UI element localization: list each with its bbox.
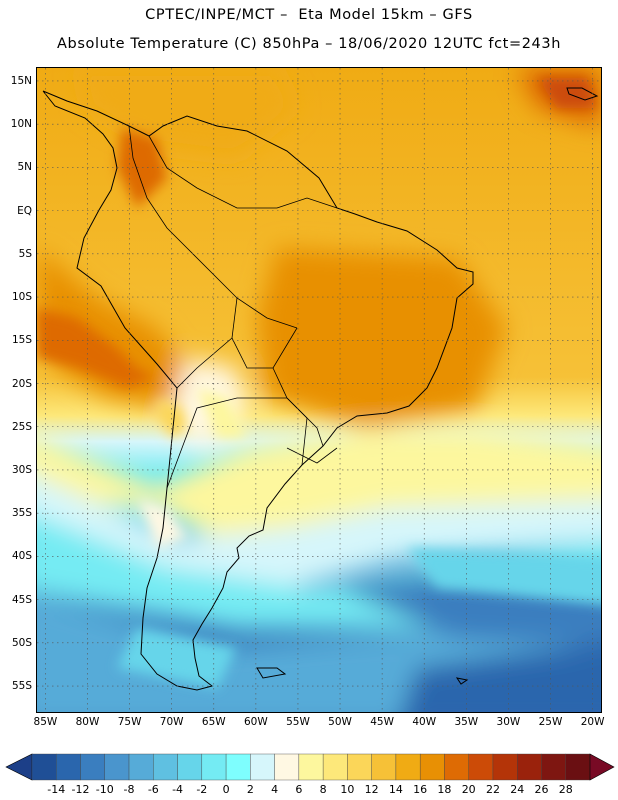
colorbar-segment xyxy=(419,753,445,781)
colorbar-segment xyxy=(177,753,203,781)
colorbar-tick-label: 0 xyxy=(222,783,230,796)
country-borders xyxy=(128,125,338,489)
colorbar-segment xyxy=(201,753,227,781)
colorbar-tick-label: 6 xyxy=(295,783,303,796)
lat-tick-label: 15S xyxy=(11,334,32,347)
colorbar-under-triangle xyxy=(5,753,33,781)
colorbar-tick-label: -2 xyxy=(196,783,208,796)
lat-tick-label: 5S xyxy=(18,247,32,260)
colorbar-tick-label: 18 xyxy=(437,783,452,796)
colorbar-segment xyxy=(492,753,518,781)
colorbar-tick-label: 4 xyxy=(271,783,279,796)
lon-tick-label: 25W xyxy=(538,716,563,728)
lat-tick-label: 20S xyxy=(11,377,32,390)
colorbar-tick-label: -14 xyxy=(47,783,66,796)
colorbar-segment xyxy=(517,753,542,781)
lon-tick-label: 20W xyxy=(580,716,605,728)
lat-tick-label: 40S xyxy=(11,550,32,563)
lon-tick-label: 35W xyxy=(454,716,479,728)
colorbar-tick-label: 22 xyxy=(485,783,500,796)
lat-tick-label: 35S xyxy=(11,507,32,520)
colorbar-segment xyxy=(444,753,469,781)
colorbar-segment xyxy=(104,753,130,781)
colorbar-tick-label: 20 xyxy=(461,783,476,796)
colorbar-tick-label: 8 xyxy=(319,783,327,796)
lat-tick-label: 55S xyxy=(11,680,32,693)
colorbar-segment xyxy=(395,753,421,781)
lat-tick-label: 5N xyxy=(17,161,32,174)
lon-tick-label: 80W xyxy=(75,716,100,728)
lat-tick-label: 50S xyxy=(11,636,32,649)
colorbar-tick-label: -8 xyxy=(123,783,135,796)
lon-tick-label: 45W xyxy=(370,716,394,728)
lon-tick-label: 75W xyxy=(117,716,142,728)
colorbar-segment xyxy=(298,753,324,781)
colorbar xyxy=(5,753,615,781)
lon-tick-label: 65W xyxy=(201,716,226,728)
colorbar-segment xyxy=(80,753,105,781)
colorbar-tick-label: -12 xyxy=(71,783,90,796)
lon-tick-label: 30W xyxy=(496,716,521,728)
colorbar-tick-label: -6 xyxy=(147,783,159,796)
lat-tick-label: 10S xyxy=(11,291,32,304)
colorbar-segment xyxy=(468,753,494,781)
colorbar-tick-label: 14 xyxy=(388,783,403,796)
colorbar-segment xyxy=(541,753,566,781)
colorbar-segment xyxy=(56,753,81,781)
colorbar-segment xyxy=(225,753,251,781)
lon-tick-label: 60W xyxy=(243,716,268,728)
title-line-1: CPTEC/INPE/MCT – Eta Model 15km – GFS xyxy=(145,7,473,23)
colorbar-segment xyxy=(250,753,275,781)
lat-tick-label: 30S xyxy=(11,463,32,476)
colorbar-tick-label: 28 xyxy=(558,783,573,796)
colorbar-tick-label: -10 xyxy=(95,783,114,796)
lon-tick-label: 55W xyxy=(286,716,310,728)
lon-tick-label: 70W xyxy=(159,716,184,728)
title-line-2: Absolute Temperature (C) 850hPa – 18/06/… xyxy=(57,36,561,52)
colorbar-tick-label: 12 xyxy=(364,783,379,796)
colorbar-tick-label: 16 xyxy=(413,783,428,796)
lat-tick-label: 45S xyxy=(11,593,32,606)
colorbar-tick-label: 2 xyxy=(246,783,254,796)
lon-tick-label: 40W xyxy=(412,716,437,728)
temperature-field xyxy=(37,68,601,712)
colorbar-tick-label: 26 xyxy=(534,783,549,796)
colorbar-over-triangle xyxy=(589,753,615,781)
lat-tick-label: 25S xyxy=(11,420,32,433)
lat-tick-label: 10N xyxy=(10,118,32,131)
colorbar-segment xyxy=(347,753,372,781)
lat-lon-grid xyxy=(37,68,601,712)
colorbar-tick-label: 24 xyxy=(510,783,525,796)
lat-tick-label: 15N xyxy=(10,74,32,87)
colorbar-segment xyxy=(274,753,300,781)
colorbar-segment xyxy=(128,753,154,781)
colorbar-segment xyxy=(31,753,57,781)
colorbar-segment xyxy=(322,753,348,781)
colorbar-segment xyxy=(371,753,397,781)
colorbar-tick-label: 10 xyxy=(340,783,355,796)
colorbar-tick-label: -4 xyxy=(172,783,184,796)
lon-tick-label: 85W xyxy=(33,716,58,728)
temperature-map xyxy=(37,68,601,712)
colorbar-segment xyxy=(153,753,178,781)
lon-tick-label: 50W xyxy=(328,716,352,728)
map-frame xyxy=(36,67,602,713)
lat-tick-label: EQ xyxy=(17,204,32,217)
colorbar-segment xyxy=(565,753,591,781)
